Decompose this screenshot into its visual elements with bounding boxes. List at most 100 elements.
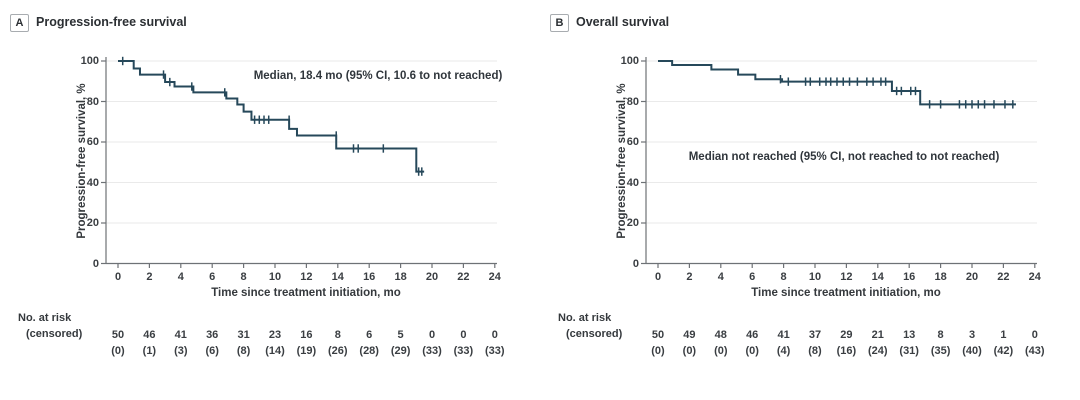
- y-tick-label: 80: [626, 95, 639, 108]
- at-risk-count: 23: [268, 329, 282, 341]
- x-tick-label: 22: [457, 271, 470, 283]
- x-axis-title: Time since treatment initiation, mo: [211, 287, 401, 299]
- km-curve: [118, 60, 425, 173]
- x-tick-label: 6: [209, 271, 216, 283]
- at-risk-count: 8: [334, 329, 341, 341]
- at-risk-count: 1: [1000, 329, 1007, 341]
- axes: [101, 57, 497, 268]
- at-risk-count: 0: [460, 329, 467, 341]
- censored-count: (28): [359, 345, 379, 357]
- x-tick-label: 4: [717, 271, 724, 283]
- censored-count: (33): [422, 345, 442, 357]
- gridlines: [646, 60, 1037, 224]
- censored-count: (0): [111, 345, 125, 357]
- x-tick-label: 22: [997, 271, 1010, 283]
- x-tick-label: 18: [934, 271, 947, 283]
- censored-count: (6): [205, 345, 219, 357]
- x-tick-label: 6: [749, 271, 756, 283]
- at-risk-count: 49: [683, 329, 696, 341]
- panel-overall-survival: B Overall survival Progression-free surv…: [540, 0, 1080, 400]
- at-risk-count: 46: [143, 329, 156, 341]
- km-plot-os: [641, 57, 1037, 268]
- x-tick-label: 2: [146, 271, 153, 283]
- x-tick-label: 20: [965, 271, 979, 283]
- censored-count: (33): [453, 345, 474, 357]
- at-risk-count: 0: [491, 329, 498, 341]
- at-risk-count: 50: [651, 329, 665, 341]
- censored-count: (1): [142, 345, 157, 357]
- censored-count: (0): [714, 345, 728, 357]
- x-tick-label: 16: [903, 271, 916, 283]
- censored-count: (33): [485, 345, 505, 357]
- x-tick-label: 18: [394, 271, 407, 283]
- censored-count: (35): [930, 345, 951, 357]
- censored-count: (40): [962, 345, 982, 357]
- at-risk-count: 3: [968, 329, 976, 341]
- x-tick-label: 8: [780, 271, 787, 283]
- at-risk-count: 5: [397, 329, 404, 341]
- censored-count: (42): [993, 345, 1014, 357]
- x-tick-label: 0: [654, 271, 662, 283]
- x-tick-label: 10: [808, 271, 822, 283]
- y-tick-label: 100: [80, 55, 99, 67]
- y-tick-label: 0: [632, 257, 639, 270]
- at-risk-count: 41: [174, 329, 187, 341]
- censored-count: (4): [776, 345, 791, 357]
- censored-count: (3): [174, 345, 188, 357]
- x-tick-label: 8: [240, 271, 247, 283]
- censored-count: (24): [868, 345, 888, 357]
- x-tick-label: 14: [871, 271, 884, 283]
- at-risk-count: 0: [428, 329, 436, 341]
- x-tick-label: 12: [300, 271, 313, 283]
- at-risk-count: 48: [714, 329, 727, 341]
- at-risk-count: 29: [840, 329, 853, 341]
- censored-count: (16): [836, 345, 857, 357]
- panel-label-box: B: [550, 14, 569, 32]
- censored-count: (43): [1025, 345, 1045, 357]
- at-risk-count: 16: [300, 329, 313, 341]
- x-tick-label: 20: [425, 271, 439, 283]
- censored-count: (14): [265, 345, 285, 357]
- y-tick-label: 40: [86, 176, 99, 189]
- y-tick-label: 20: [86, 217, 99, 229]
- y-tick-label: 100: [620, 55, 639, 67]
- x-tick-label: 24: [488, 271, 501, 283]
- at-risk-count: 50: [111, 329, 125, 341]
- panel-label-box: A: [10, 14, 29, 32]
- x-tick-label: 24: [1028, 271, 1041, 283]
- y-tick-label: 60: [86, 136, 99, 148]
- km-curve: [658, 60, 1016, 106]
- at-risk-count: 6: [366, 329, 373, 341]
- censored-count: (19): [296, 345, 317, 357]
- censor-marks: [121, 56, 423, 176]
- at-risk-count: 8: [937, 329, 944, 341]
- y-tick-label: 80: [86, 95, 99, 108]
- median-annotation: Median not reached (95% CI, not reached …: [688, 151, 1000, 163]
- y-tick-label: 60: [626, 136, 639, 148]
- censored-label: (censored): [566, 328, 623, 340]
- censored-label: (censored): [26, 328, 83, 340]
- censored-count: (8): [808, 345, 822, 357]
- censor-marks: [779, 75, 1014, 109]
- at-risk-count: 0: [1031, 329, 1038, 341]
- censored-count: (8): [236, 345, 251, 357]
- censored-count: (0): [745, 345, 759, 357]
- panel-progression-free-survival: A Progression-free survival Progression-…: [10, 14, 505, 357]
- risk-table-label: No. at risk: [18, 312, 72, 324]
- y-tick-label: 40: [626, 176, 639, 189]
- censored-count: (31): [899, 345, 919, 357]
- censored-count: (0): [651, 345, 665, 357]
- at-risk-count: 41: [777, 329, 790, 341]
- x-axis-title: Time since treatment initiation, mo: [751, 287, 941, 299]
- x-tick-label: 12: [840, 271, 853, 283]
- censored-count: (0): [682, 345, 697, 357]
- censored-count: (26): [328, 345, 348, 357]
- at-risk-count: 13: [903, 329, 916, 341]
- x-tick-label: 14: [331, 271, 344, 283]
- gridlines: [106, 60, 497, 224]
- x-tick-label: 2: [686, 271, 693, 283]
- km-plot-pfs: [101, 56, 497, 268]
- at-risk-count: 21: [871, 329, 884, 341]
- axes: [641, 57, 1037, 268]
